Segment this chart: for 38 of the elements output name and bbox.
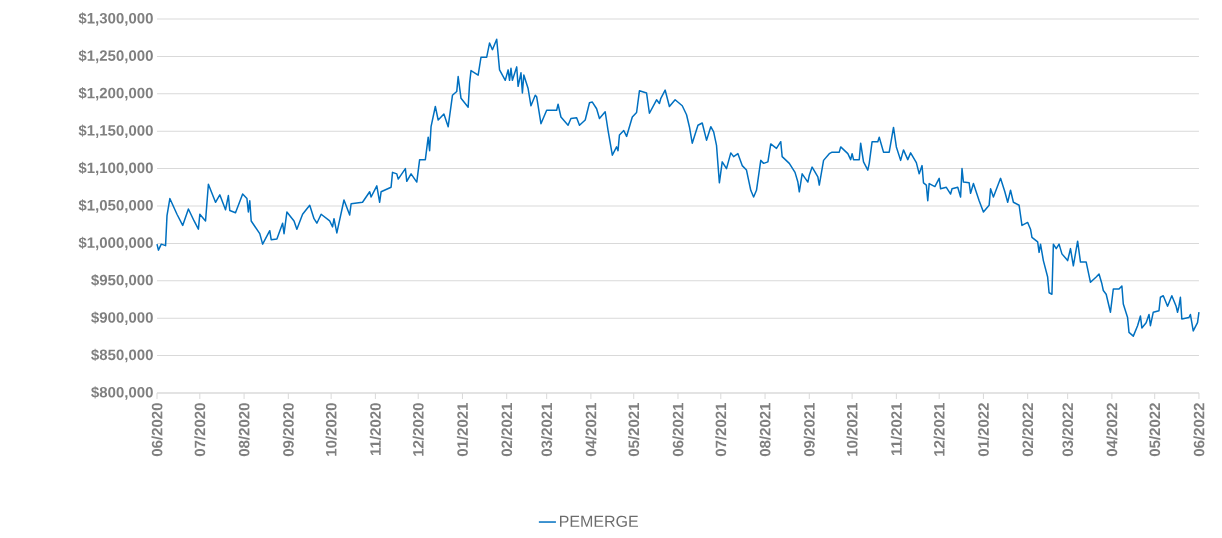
x-tick-label: 02/2021: [501, 402, 513, 457]
y-tick-label: $1,150,000: [78, 124, 153, 138]
y-tick-label: $800,000: [91, 386, 153, 400]
y-tick-label: $1,050,000: [78, 199, 153, 213]
x-tick-label: 02/2022: [1022, 403, 1034, 457]
x-tick-label: 06/2020: [151, 403, 163, 457]
y-tick-label: $1,200,000: [78, 87, 153, 101]
legend-label: PEMERGE: [560, 515, 639, 528]
x-tick-label: 04/2021: [585, 402, 597, 457]
x-tick-label: 09/2021: [803, 402, 815, 457]
y-tick-label: $1,100,000: [78, 161, 153, 176]
x-tick-label: 11/2021: [890, 402, 902, 455]
x-tick-label: 08/2020: [238, 403, 250, 457]
x-tick-label: 01/2021: [456, 402, 469, 457]
x-tick-label: 11/2020: [369, 403, 381, 455]
x-tick-label: 06/2022: [1193, 403, 1205, 457]
y-tick-label: $1,250,000: [78, 49, 153, 64]
x-tick-label: 12/2021: [933, 402, 945, 456]
y-tick-label: $850,000: [91, 348, 153, 363]
x-tick-label: 10/2021: [846, 402, 858, 456]
x-tick-label: 09/2020: [282, 403, 294, 457]
x-tick-label: 07/2021: [715, 402, 727, 457]
y-tick-label: $1,000,000: [78, 236, 153, 251]
x-tick-label: 10/2020: [325, 403, 337, 456]
x-tick-label: 05/2021: [628, 402, 640, 457]
x-tick-label: 03/2021: [541, 402, 553, 457]
y-tick-label: $1,300,000: [78, 12, 153, 26]
x-tick-label: 05/2022: [1149, 403, 1161, 457]
x-tick-label: 08/2021: [759, 402, 771, 457]
x-tick-label: 01/2022: [977, 403, 990, 457]
y-tick-label: $900,000: [91, 311, 153, 325]
line-series: [156, 38, 1200, 337]
x-tick-label: 03/2022: [1062, 403, 1074, 457]
x-tick-label: 06/2021: [672, 402, 684, 457]
x-tick-label: 04/2022: [1106, 403, 1118, 457]
x-tick-label: 07/2020: [194, 403, 206, 457]
x-tick-label: 12/2020: [412, 403, 424, 456]
y-tick-label: $950,000: [91, 274, 153, 288]
